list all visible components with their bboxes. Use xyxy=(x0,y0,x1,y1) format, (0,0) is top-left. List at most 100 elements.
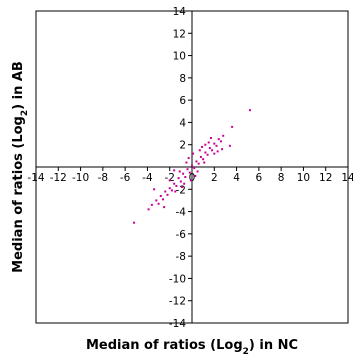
data-point xyxy=(213,152,216,155)
data-point xyxy=(179,180,182,183)
data-point xyxy=(194,174,197,177)
x-tick-label: -8 xyxy=(98,172,108,184)
x-tick-label: 12 xyxy=(319,172,332,184)
data-point xyxy=(168,179,171,182)
y-axis-title-tail: ) in AB xyxy=(11,61,26,110)
x-tick-label: 14 xyxy=(341,172,353,184)
data-point xyxy=(202,158,205,161)
data-point xyxy=(175,184,178,187)
x-axis-ticks xyxy=(35,167,349,171)
data-point xyxy=(219,140,222,143)
x-tick-label: -12 xyxy=(50,172,67,184)
data-point xyxy=(192,152,195,155)
data-point xyxy=(164,190,167,193)
data-point xyxy=(178,170,181,173)
data-point xyxy=(187,157,190,160)
data-point xyxy=(189,179,192,182)
x-axis-title-tail: ) in NC xyxy=(249,338,298,353)
x-axis-title-subscript: 2 xyxy=(243,347,249,356)
data-point xyxy=(217,138,220,141)
data-point xyxy=(215,144,218,147)
y-tick-label: 10 xyxy=(173,51,186,63)
data-point xyxy=(166,193,169,196)
data-point xyxy=(133,221,136,224)
y-axis-ticks xyxy=(188,10,192,324)
data-point xyxy=(163,206,166,209)
data-point xyxy=(182,172,185,175)
x-tick-label: -2 xyxy=(164,172,174,184)
y-tick-label: -2 xyxy=(176,184,186,196)
data-point xyxy=(206,153,209,156)
x-tick-label: -14 xyxy=(27,172,44,184)
data-point xyxy=(211,149,214,152)
x-tick-label: 2 xyxy=(211,172,218,184)
data-point xyxy=(207,141,210,144)
data-points xyxy=(133,109,251,224)
data-point xyxy=(173,169,176,172)
data-point xyxy=(147,208,150,211)
data-point xyxy=(221,148,224,151)
data-point xyxy=(222,134,225,137)
x-axis-title-main: Median of ratios (Log xyxy=(86,338,243,353)
x-tick-label: 8 xyxy=(278,172,285,184)
x-tick-label: -6 xyxy=(120,172,131,184)
x-tick-label: 10 xyxy=(297,172,310,184)
y-tick-label: 8 xyxy=(179,73,186,85)
y-tick-label: -6 xyxy=(176,229,187,241)
data-point xyxy=(185,161,188,164)
x-tick-label: 4 xyxy=(233,172,240,184)
y-tick-label: 4 xyxy=(179,117,186,129)
x-tick-label: -10 xyxy=(72,172,89,184)
data-point xyxy=(162,198,165,201)
y-tick-label: -10 xyxy=(169,273,186,285)
data-point xyxy=(174,190,177,193)
data-point xyxy=(191,164,193,167)
data-point xyxy=(196,170,199,173)
y-tick-label: 6 xyxy=(179,95,186,107)
data-point xyxy=(168,187,171,190)
data-point xyxy=(195,160,198,163)
data-point xyxy=(231,125,234,128)
data-point xyxy=(204,151,207,154)
y-tick-label: -4 xyxy=(176,207,187,219)
y-axis-tick-labels: -14 -12 -10 -8 -6 -4 -2 2 4 6 8 10 12 14 xyxy=(169,6,186,330)
y-tick-label: 12 xyxy=(173,28,186,40)
data-point xyxy=(159,194,162,197)
y-tick-label: 2 xyxy=(179,140,186,152)
data-point xyxy=(170,189,173,192)
data-point xyxy=(248,109,251,112)
data-point xyxy=(186,168,189,171)
data-point xyxy=(197,162,200,165)
data-point xyxy=(180,186,183,189)
data-point xyxy=(150,203,153,206)
y-axis-title: Median of ratios (Log2) in AB xyxy=(11,61,30,273)
data-point xyxy=(153,188,156,191)
x-axis-tick-labels: -14 -12 -10 -8 -6 -4 -2 0 2 4 6 8 10 12 14 xyxy=(27,172,353,184)
x-tick-label: -4 xyxy=(142,172,153,184)
y-tick-label: -14 xyxy=(169,318,186,330)
data-point xyxy=(188,171,191,174)
data-point xyxy=(183,182,186,185)
x-tick-label: 0 xyxy=(189,172,196,184)
data-point xyxy=(201,145,204,148)
data-point xyxy=(184,176,187,179)
y-tick-label: -12 xyxy=(169,296,186,308)
data-point xyxy=(209,137,212,140)
data-point xyxy=(204,143,207,146)
data-point xyxy=(173,182,176,185)
y-tick-label: -8 xyxy=(176,251,186,263)
x-tick-label: 6 xyxy=(256,172,263,184)
data-point xyxy=(208,147,211,150)
data-point xyxy=(199,155,202,158)
x-axis-title: Median of ratios (Log2) in NC xyxy=(86,338,298,356)
data-point xyxy=(157,202,160,205)
data-point xyxy=(193,167,196,170)
data-point xyxy=(155,199,158,202)
data-point xyxy=(213,142,216,145)
data-point xyxy=(216,150,219,153)
data-point xyxy=(198,149,201,152)
data-point xyxy=(177,177,180,180)
y-axis-title-subscript: 2 xyxy=(20,110,30,116)
data-point xyxy=(228,144,231,147)
